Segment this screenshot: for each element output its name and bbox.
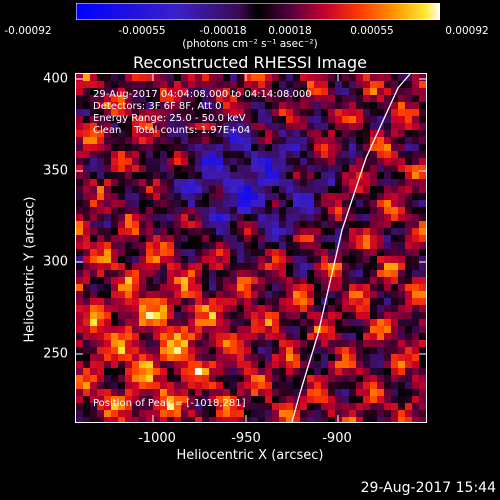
y-axis-label: Heliocentric Y (arcsec) bbox=[22, 196, 38, 343]
colorbar-tick: 0.00092 bbox=[445, 25, 489, 37]
date-stamp: 29-Aug-2017 15:44 bbox=[360, 480, 496, 496]
y-tick-label: 400 bbox=[43, 71, 68, 87]
annotation-energy: Energy Range: 25.0 - 50.0 keV bbox=[93, 113, 246, 124]
annotation-detectors: Detectors: 3F 6F 8F, Att 0 bbox=[93, 101, 222, 112]
colorbar-tick: -0.00018 bbox=[199, 25, 247, 37]
y-tick-label: 350 bbox=[43, 163, 68, 179]
annotation-clean: Clean Total counts: 1.97E+04 bbox=[93, 125, 251, 136]
x-tick-label: -950 bbox=[231, 431, 261, 446]
image-pixels bbox=[76, 74, 426, 422]
plot-frame bbox=[75, 73, 427, 423]
colorbar-tick: -0.00055 bbox=[118, 25, 166, 37]
solar-limb-line bbox=[291, 73, 411, 423]
colorbar-tick: -0.00092 bbox=[4, 25, 52, 37]
colorbar-tick: 0.00018 bbox=[268, 25, 312, 37]
x-axis-label: Heliocentric X (arcsec) bbox=[176, 448, 324, 463]
annotation-peak: Position of Peak = [-1018,281] bbox=[93, 398, 246, 409]
y-tick-label: 250 bbox=[43, 346, 68, 362]
colorbar-units: (photons cm⁻² s⁻¹ asec⁻²) bbox=[182, 38, 318, 50]
x-tick-label: -1000 bbox=[138, 431, 176, 446]
colorbar-tick: 0.00055 bbox=[350, 25, 394, 37]
annotation-time: 29-Aug-2017 04:04:08.000 to 04:14:08.000 bbox=[93, 89, 312, 100]
image-title: Reconstructed RHESSI Image bbox=[133, 53, 367, 72]
colorbar bbox=[76, 3, 440, 20]
y-tick-label: 300 bbox=[43, 254, 68, 270]
x-tick-label: -900 bbox=[322, 431, 352, 446]
axis-ticks bbox=[76, 74, 426, 422]
